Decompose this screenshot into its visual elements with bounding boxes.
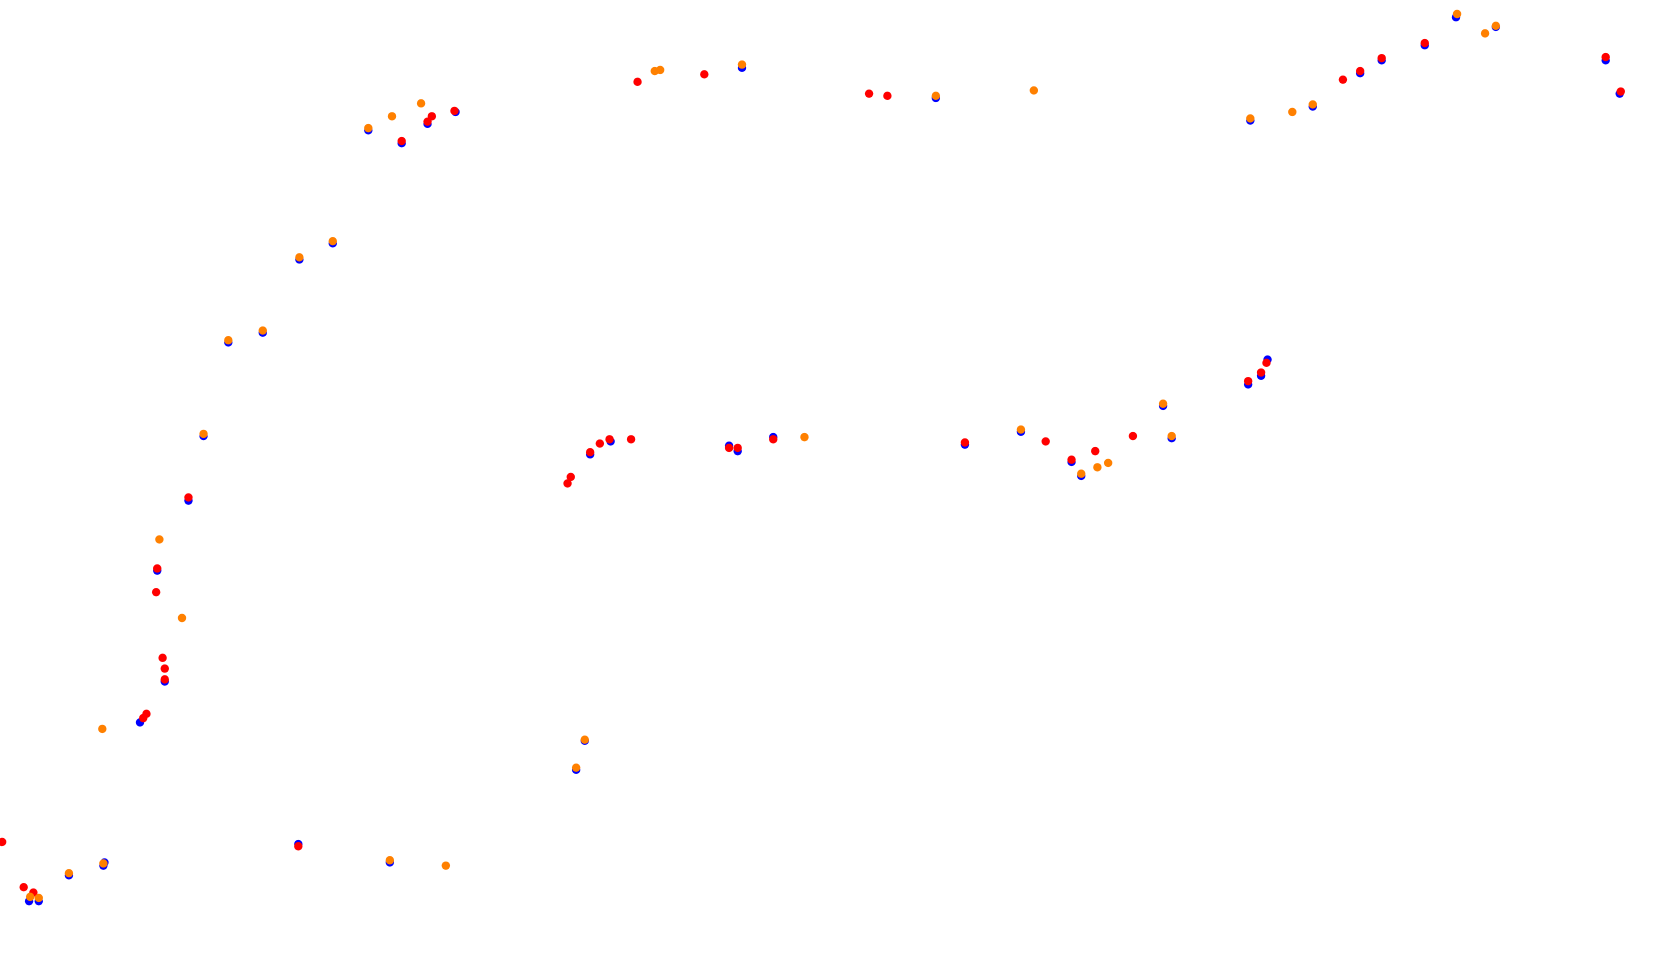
data-point xyxy=(1256,368,1266,377)
data-point xyxy=(605,435,614,444)
data-point xyxy=(571,763,581,772)
data-point xyxy=(295,253,304,262)
data-point xyxy=(328,236,337,246)
data-point xyxy=(0,837,7,847)
data-point xyxy=(1128,431,1138,441)
data-point xyxy=(364,123,373,133)
data-point xyxy=(1093,463,1102,472)
data-point xyxy=(25,892,35,902)
data-point xyxy=(655,65,665,75)
data-point xyxy=(98,724,107,734)
data-point xyxy=(580,735,589,744)
data-point xyxy=(1029,86,1039,95)
data-point xyxy=(99,859,108,868)
data-point xyxy=(931,91,941,101)
data-point xyxy=(64,868,74,878)
data-point xyxy=(1167,431,1176,441)
data-point xyxy=(1420,38,1429,48)
data-point xyxy=(34,893,43,903)
data-point xyxy=(633,77,642,87)
data-point xyxy=(427,112,437,121)
data-point xyxy=(385,856,395,865)
data-point xyxy=(1601,52,1610,62)
data-point xyxy=(294,842,303,851)
data-point xyxy=(139,713,148,723)
data-point xyxy=(258,326,267,335)
data-point xyxy=(1355,66,1365,76)
data-point xyxy=(153,564,162,573)
data-point xyxy=(733,443,742,453)
data-point xyxy=(199,429,208,439)
data-point xyxy=(1103,458,1113,468)
data-point xyxy=(1480,29,1490,38)
data-point xyxy=(160,675,169,684)
data-point xyxy=(1262,358,1271,368)
data-point xyxy=(566,472,575,482)
data-point xyxy=(1452,9,1462,19)
data-point xyxy=(1067,455,1076,464)
data-point xyxy=(1377,53,1386,63)
data-point xyxy=(1077,469,1086,478)
data-point xyxy=(1246,114,1255,123)
data-point xyxy=(1308,100,1317,109)
data-point xyxy=(1016,425,1026,434)
data-point xyxy=(1091,446,1100,456)
data-point xyxy=(19,882,28,892)
data-point xyxy=(864,89,874,98)
data-point xyxy=(441,861,451,870)
data-point xyxy=(177,613,187,623)
data-point xyxy=(224,336,233,345)
data-point xyxy=(155,535,164,544)
data-point xyxy=(800,432,809,442)
data-point xyxy=(158,653,167,663)
data-point xyxy=(737,60,747,69)
data-point xyxy=(724,443,734,453)
data-point xyxy=(151,587,161,597)
data-point xyxy=(585,448,595,457)
data-point xyxy=(397,136,406,146)
data-point xyxy=(1338,75,1348,84)
data-point xyxy=(563,479,572,488)
data-point xyxy=(700,70,709,79)
data-point xyxy=(769,435,778,444)
data-point xyxy=(1288,107,1297,117)
data-point xyxy=(160,664,169,673)
data-point xyxy=(1041,437,1050,446)
data-point xyxy=(387,112,397,121)
data-point xyxy=(184,493,193,502)
data-point xyxy=(960,438,970,447)
data-point xyxy=(1616,87,1625,96)
data-point xyxy=(450,106,459,116)
data-point xyxy=(1158,399,1168,408)
data-point xyxy=(416,99,426,108)
data-point xyxy=(626,435,636,444)
data-point xyxy=(1491,21,1501,31)
data-point xyxy=(1243,376,1253,386)
data-point xyxy=(883,91,892,101)
data-point xyxy=(595,439,605,448)
